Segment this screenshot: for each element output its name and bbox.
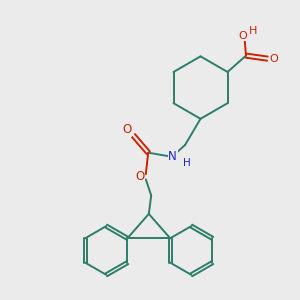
Text: O: O	[135, 170, 144, 183]
Text: H: H	[183, 158, 191, 168]
Text: O: O	[122, 123, 131, 136]
Text: H: H	[249, 26, 257, 36]
Text: O: O	[269, 54, 278, 64]
Text: O: O	[238, 31, 247, 41]
Text: N: N	[168, 150, 177, 163]
